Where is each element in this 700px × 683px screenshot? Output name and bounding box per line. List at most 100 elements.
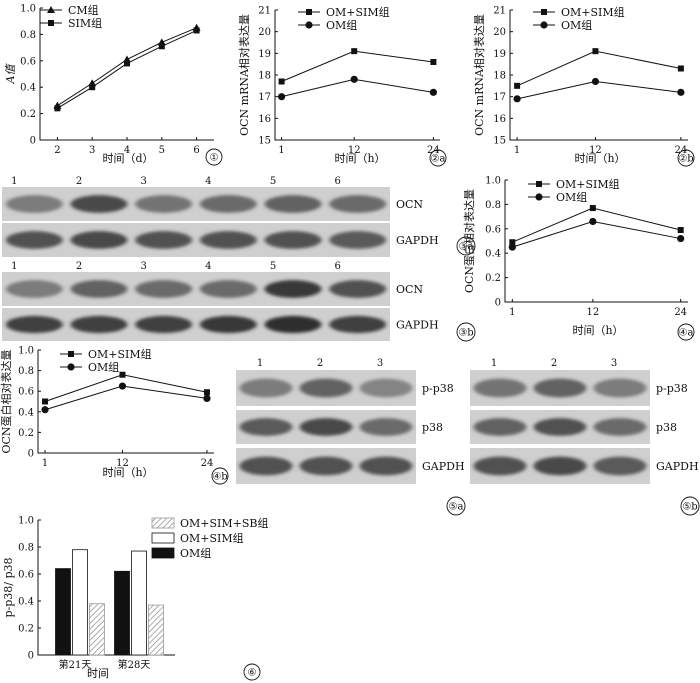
lane-number: 1 bbox=[491, 358, 497, 369]
data-point bbox=[193, 27, 200, 34]
y-tick-label: 0.6 bbox=[485, 224, 501, 235]
x-tick-label: 12 bbox=[586, 307, 599, 318]
blot-row-label: GAPDH bbox=[396, 319, 439, 332]
y-tick-label: 17 bbox=[258, 92, 271, 103]
legend-label: OM+SIM组 bbox=[180, 531, 244, 545]
blot-band bbox=[359, 378, 413, 398]
y-tick-label: 20 bbox=[258, 27, 271, 38]
panel-4b: 0 0.2 0.4 0.6 0.8 1.0 1 12 24 时间（h） OCN蛋白相对表达量 OM+S… bbox=[0, 346, 229, 485]
legend-label: OM组 bbox=[326, 18, 357, 32]
panel-label-circle bbox=[429, 149, 447, 167]
data-point bbox=[677, 234, 685, 243]
blot-band bbox=[135, 231, 193, 249]
y-axis-label: OCN mRNA相对表达量 bbox=[472, 14, 486, 136]
y-tick-label: 21 bbox=[258, 6, 271, 17]
lane-number: 2 bbox=[76, 176, 82, 187]
panel-label: ④a bbox=[679, 328, 694, 339]
panel-label-circle bbox=[211, 467, 229, 485]
y-tick-label: 0.4 bbox=[485, 249, 501, 260]
bar bbox=[55, 568, 71, 656]
legend-label: OM+SIM组 bbox=[561, 5, 625, 19]
series-line bbox=[57, 29, 197, 109]
data-point bbox=[430, 59, 437, 65]
blot-band bbox=[299, 418, 353, 436]
panel-label-circle bbox=[677, 323, 695, 341]
x-tick-label: 6 bbox=[193, 145, 199, 156]
x-tick-label: 12 bbox=[116, 458, 129, 469]
y-tick-label: 16 bbox=[493, 114, 506, 125]
blot-row-label: OCN bbox=[396, 283, 423, 296]
panel-3b-blot: 1 2 3 4 5 6 OCN GAPDH ③b bbox=[2, 261, 476, 342]
bar bbox=[72, 549, 88, 656]
y-tick-label: 0.8 bbox=[20, 30, 36, 41]
data-point bbox=[429, 88, 437, 96]
bar bbox=[89, 603, 105, 656]
blot-band bbox=[359, 456, 413, 476]
data-point bbox=[589, 205, 596, 212]
data-point bbox=[278, 78, 285, 85]
panel-label: ⑤a bbox=[449, 502, 464, 513]
blot-band bbox=[329, 195, 387, 213]
panel-label: ⑥ bbox=[248, 668, 257, 679]
panel-label-circle bbox=[456, 236, 476, 256]
data-point bbox=[124, 60, 130, 67]
lane-number: 3 bbox=[140, 176, 146, 187]
panel-3a-blot: 1 2 3 4 5 6 OCN GAPDH ③a bbox=[2, 176, 476, 257]
data-point bbox=[54, 105, 61, 112]
y-tick-label: 0.2 bbox=[20, 109, 36, 120]
y-tick-label: 0 bbox=[30, 136, 36, 147]
y-tick-label: 0 bbox=[28, 651, 34, 662]
data-point bbox=[677, 227, 684, 234]
x-tick-label: 1 bbox=[42, 458, 48, 469]
blot-band bbox=[135, 280, 193, 298]
panel-label-circle bbox=[243, 663, 261, 681]
y-tick-label: 21 bbox=[493, 6, 506, 17]
y-tick-label: 0.6 bbox=[18, 570, 34, 581]
x-tick-label: 5 bbox=[159, 145, 165, 156]
panel-label: ① bbox=[210, 153, 219, 164]
y-tick-label: 16 bbox=[258, 114, 271, 125]
legend-marker bbox=[48, 20, 54, 26]
blot-band bbox=[264, 195, 322, 213]
lane-number: 1 bbox=[257, 358, 263, 369]
lane-number: 4 bbox=[205, 176, 211, 187]
series-line bbox=[517, 80, 681, 100]
data-point bbox=[42, 398, 49, 405]
y-axis-label: A值 bbox=[4, 63, 17, 85]
blot-band bbox=[70, 195, 128, 213]
blot-band bbox=[5, 280, 63, 298]
data-point bbox=[158, 43, 165, 50]
blot-band bbox=[239, 418, 293, 436]
series-line bbox=[281, 50, 434, 82]
blot-strip bbox=[2, 308, 390, 341]
panel-label-circle bbox=[456, 322, 476, 342]
x-tick-label: 第28天 bbox=[118, 658, 151, 671]
panel-2b: 15 16 17 18 19 20 21 1 12 24 时间（h） OCN mRNA相对表达量 OM+… bbox=[472, 5, 695, 167]
blot-band bbox=[199, 195, 257, 213]
y-tick-label: 0.8 bbox=[18, 366, 34, 377]
blot-band bbox=[70, 315, 128, 334]
data-point bbox=[589, 217, 597, 226]
blot-band bbox=[264, 280, 322, 298]
blot-row-label: p38 bbox=[422, 421, 443, 434]
x-tick-label: 2 bbox=[54, 145, 60, 156]
lane-number: 3 bbox=[611, 358, 617, 369]
y-tick-label: 0.4 bbox=[18, 597, 34, 608]
y-tick-label: 1.0 bbox=[18, 346, 34, 357]
panel-label-circle bbox=[680, 496, 700, 516]
panel-label: ②b bbox=[678, 154, 693, 165]
blot-band bbox=[5, 231, 63, 249]
blot-band bbox=[473, 456, 527, 476]
blot-band bbox=[299, 378, 353, 398]
x-tick-label: 12 bbox=[589, 145, 602, 156]
x-axis-label: 时间（h） bbox=[334, 152, 385, 165]
lane-number: 2 bbox=[76, 261, 82, 272]
lane-number: 3 bbox=[377, 358, 383, 369]
legend-label: CM组 bbox=[68, 3, 99, 17]
y-tick-label: 1.0 bbox=[485, 176, 501, 187]
legend-swatch bbox=[151, 532, 175, 544]
y-tick-label: 15 bbox=[258, 136, 271, 147]
x-tick-label: 3 bbox=[89, 145, 95, 156]
blot-band bbox=[70, 280, 128, 298]
